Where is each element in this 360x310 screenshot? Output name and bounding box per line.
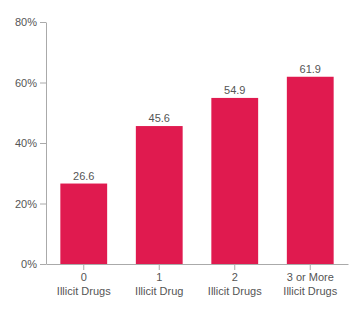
x-tick-label-line: 3 or More <box>287 271 334 283</box>
x-tick-label: 2 Illicit Drugs <box>208 271 262 297</box>
data-label: 61.9 <box>300 63 321 75</box>
bar <box>60 184 107 264</box>
y-tick: 80% <box>15 16 46 28</box>
x-tick-label-line: Illicit Drugs <box>57 285 111 297</box>
y-tick-mark <box>40 22 46 23</box>
data-label: 54.9 <box>224 84 245 96</box>
x-tick-label-line: 1 <box>156 271 162 283</box>
y-tick: 20% <box>15 198 46 210</box>
x-axis: 0 Illicit Drugs 1 Illicit Drug 2 Illicit Drug… <box>47 264 349 297</box>
y-tick: 40% <box>15 137 46 149</box>
data-label: 26.6 <box>73 170 94 182</box>
y-tick-mark <box>40 83 46 84</box>
x-axis-line <box>47 264 349 265</box>
y-tick-label: 20% <box>15 198 37 210</box>
x-tick: 1 Illicit Drug <box>135 264 183 297</box>
y-tick: 0% <box>21 258 46 270</box>
data-label: 45.6 <box>149 112 170 124</box>
x-tick-label-line: Illicit Drugs <box>208 285 262 297</box>
x-tick-mark <box>159 264 160 270</box>
x-tick-label-line: Illicit Drug <box>135 285 183 297</box>
y-tick-mark <box>40 204 46 205</box>
bars <box>60 77 333 264</box>
y-tick-mark <box>40 143 46 144</box>
x-tick-label: 1 Illicit Drug <box>135 271 183 297</box>
x-tick-label-line: 2 <box>232 271 238 283</box>
y-tick-label: 0% <box>21 258 37 270</box>
x-tick-label: 0 Illicit Drugs <box>57 271 111 297</box>
x-tick: 0 Illicit Drugs <box>57 264 111 297</box>
data-labels: 26.6 45.6 54.9 61.9 <box>73 63 321 182</box>
y-tick-label: 80% <box>15 16 37 28</box>
x-tick-label-line: Illicit Drugs <box>283 285 337 297</box>
x-tick: 2 Illicit Drugs <box>208 264 262 297</box>
x-tick-mark <box>234 264 235 270</box>
plot: 0% 20% 40% 60% 80% 0 Illicit Drugs 1 Illicit Dru… <box>15 16 349 297</box>
y-axis: 0% 20% 40% 60% 80% <box>15 16 47 270</box>
bar <box>287 77 334 264</box>
bar <box>211 98 258 264</box>
y-tick: 60% <box>15 77 46 89</box>
chart: 0% 20% 40% 60% 80% 0 Illicit Drugs 1 Illicit Dru… <box>0 0 360 310</box>
y-tick-label: 40% <box>15 137 37 149</box>
x-tick-mark <box>83 264 84 270</box>
x-tick-mark <box>310 264 311 270</box>
x-tick-label-line: 0 <box>81 271 87 283</box>
x-tick: 3 or More Illicit Drugs <box>283 264 337 297</box>
y-tick-mark <box>40 264 46 265</box>
bar <box>136 126 183 264</box>
x-tick-label: 3 or More Illicit Drugs <box>283 271 337 297</box>
y-axis-line <box>46 23 47 265</box>
y-tick-label: 60% <box>15 77 37 89</box>
